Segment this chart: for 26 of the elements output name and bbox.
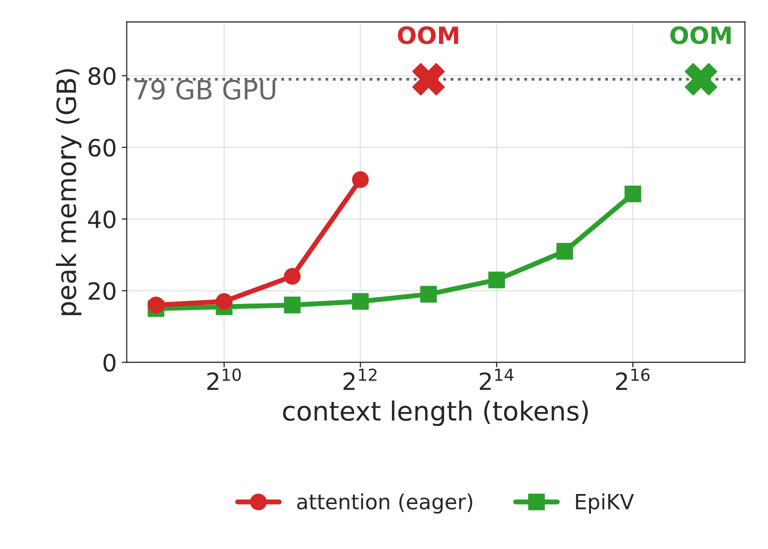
point: [352, 171, 369, 188]
data-label: OOM: [670, 26, 731, 44]
point: [284, 296, 301, 314]
data-label: OOM: [398, 26, 458, 44]
point: [352, 293, 369, 310]
point: [216, 293, 232, 310]
x-tick-label: 2$^{16}$: [616, 368, 650, 390]
point: [148, 296, 164, 314]
y-axis-title: peak memory (GB): [56, 69, 82, 316]
y-tick-label: 20: [88, 282, 116, 300]
y-tick-label: 40: [88, 210, 116, 228]
y-tick-label: 80: [88, 67, 116, 86]
point: [556, 242, 574, 260]
legend-label: EpiKV: [576, 493, 634, 514]
point: [284, 268, 301, 285]
legend-label: attention (eager): [297, 493, 472, 514]
ref-line-label: 79 GB GPU: [135, 80, 276, 100]
point: [488, 272, 505, 288]
x-axis-title: context length (tokens): [283, 400, 588, 426]
point: [420, 286, 437, 303]
x-tick-label: 2$^{12}$: [344, 368, 376, 390]
y-tick-label: 0: [104, 354, 116, 372]
x-tick-label: 2$^{10}$: [207, 368, 241, 390]
x-tick-label: 2$^{14}$: [480, 368, 514, 390]
point: [624, 186, 642, 202]
y-tick-label: 60: [88, 138, 116, 157]
